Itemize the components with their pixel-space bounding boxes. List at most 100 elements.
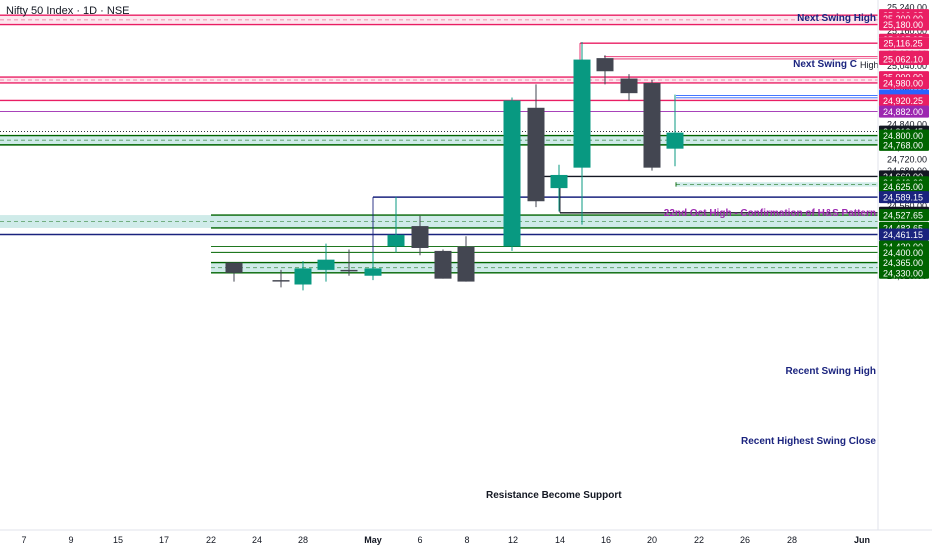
price-tag-bg (879, 138, 929, 151)
price-tag: 24,920.25 (879, 94, 929, 107)
price-tag-label: 24,365.00 (883, 258, 923, 268)
price-tag-bg (879, 266, 929, 279)
price-tag: 24,589.15 (879, 191, 929, 204)
price-tag: 24,882.00 (879, 105, 929, 118)
price-tag-label: 24,920.25 (883, 96, 923, 106)
price-tick-label: 24,840.00 (887, 119, 927, 129)
time-axis-bg (0, 530, 932, 550)
candle[interactable] (317, 243, 335, 282)
price-tick-label: 25,240.00 (887, 3, 927, 13)
price-tag-bg (879, 52, 929, 65)
candle-body (596, 58, 614, 72)
time-tick-label: 24 (252, 535, 262, 545)
time-tick-label: 12 (508, 535, 518, 545)
candle-body (272, 280, 290, 282)
zone-band (0, 215, 878, 228)
candle[interactable] (503, 97, 521, 251)
price-tag: 24,400.00 (879, 246, 929, 259)
candle-body (573, 59, 591, 168)
price-tag-bg (879, 129, 929, 142)
time-tick-label: 7 (21, 535, 26, 545)
price-tag-bg (879, 105, 929, 118)
level-label: Resistance Become Support (486, 490, 622, 501)
candle[interactable] (411, 215, 429, 256)
price-tag: 24,527.65 (879, 209, 929, 222)
candle-body (317, 259, 335, 270)
time-tick-label: 8 (464, 535, 469, 545)
price-tag-label: 24,400.00 (883, 248, 923, 258)
time-tick-label: 28 (787, 535, 797, 545)
time-tick-label: 14 (555, 535, 565, 545)
level-label: 22nd Oct High - Confirmation of H&S Patt… (664, 208, 876, 219)
candle[interactable] (457, 236, 475, 282)
candles-layer[interactable] (225, 42, 684, 291)
price-tick-label: 25,160.00 (887, 26, 927, 36)
candle[interactable] (527, 84, 545, 208)
price-tag-bg (879, 180, 929, 193)
price-tick-label: 24,720.00 (887, 154, 927, 164)
candle[interactable] (387, 196, 405, 253)
price-tag-bg (879, 37, 929, 50)
candle[interactable] (225, 262, 243, 282)
price-tag-label: 24,483.65 (883, 223, 923, 233)
price-tick-label: 25,040.00 (887, 61, 927, 71)
candle[interactable] (364, 252, 382, 281)
price-tick-label: 24,960.00 (887, 84, 927, 94)
candle-body (550, 174, 568, 189)
level-label: Next Swing High (797, 13, 876, 24)
candle[interactable] (573, 42, 591, 225)
candle[interactable] (272, 269, 290, 288)
price-tag-bg (879, 18, 929, 31)
zone-layer (0, 15, 878, 273)
level-label: Recent Highest Swing Close (741, 436, 876, 447)
price-tick-label: 24,560.00 (887, 201, 927, 211)
price-tag-label: 24,800.00 (883, 131, 923, 141)
price-tag-bg (879, 209, 929, 222)
candle-body (666, 132, 684, 149)
candle[interactable] (666, 94, 684, 167)
time-tick-label: 28 (298, 535, 308, 545)
price-tag: 24,365.00 (879, 256, 929, 269)
level-labels-layer: Next Swing High Next Swing C 22nd Oct High… (486, 13, 879, 501)
level-label: Next Swing C (793, 59, 857, 70)
candle[interactable] (620, 74, 638, 101)
time-tick-label: 22 (694, 535, 704, 545)
candle[interactable] (340, 249, 358, 276)
price-tag-label: 24,768.00 (883, 140, 923, 150)
time-tick-label: 6 (417, 535, 422, 545)
price-tag-label: 25,062.10 (883, 54, 923, 64)
price-tag: 24,330.00 (879, 266, 929, 279)
price-tag-label: 25,116.25 (883, 39, 922, 49)
level-lines-layer (0, 14, 878, 274)
annotation-bg (857, 59, 879, 70)
price-tag: 25,062.10 (879, 52, 929, 65)
candle[interactable] (550, 164, 568, 212)
time-tick-label: May (364, 535, 382, 545)
price-tag-bg (879, 256, 929, 269)
time-tick-label: Jun (854, 535, 870, 545)
price-tag-label: 24,461.15 (883, 230, 923, 240)
candle-body (434, 250, 452, 279)
price-tag: 25,180.00 (879, 18, 929, 31)
candle[interactable] (596, 55, 614, 85)
price-tag: 24,461.15 (879, 228, 929, 241)
price-tag: 24,980.00 (879, 76, 929, 89)
candle-body (620, 78, 638, 94)
price-tag: 24,800.00 (879, 129, 929, 142)
candle[interactable] (643, 80, 661, 171)
candle[interactable] (434, 249, 452, 279)
price-tag-label: 24,625.00 (883, 182, 923, 192)
price-tag-label: 24,882.00 (883, 107, 923, 117)
price-tag-bg (879, 94, 929, 107)
candle[interactable] (294, 261, 312, 291)
time-tick-label: 9 (68, 535, 73, 545)
annotation-text: High (860, 60, 879, 70)
zone-band (0, 15, 878, 25)
time-tick-label: 17 (159, 535, 169, 545)
candle-body (457, 246, 475, 282)
price-tag-label: 25,180.00 (883, 20, 923, 30)
candle-body (527, 107, 545, 202)
candle-body (643, 82, 661, 168)
